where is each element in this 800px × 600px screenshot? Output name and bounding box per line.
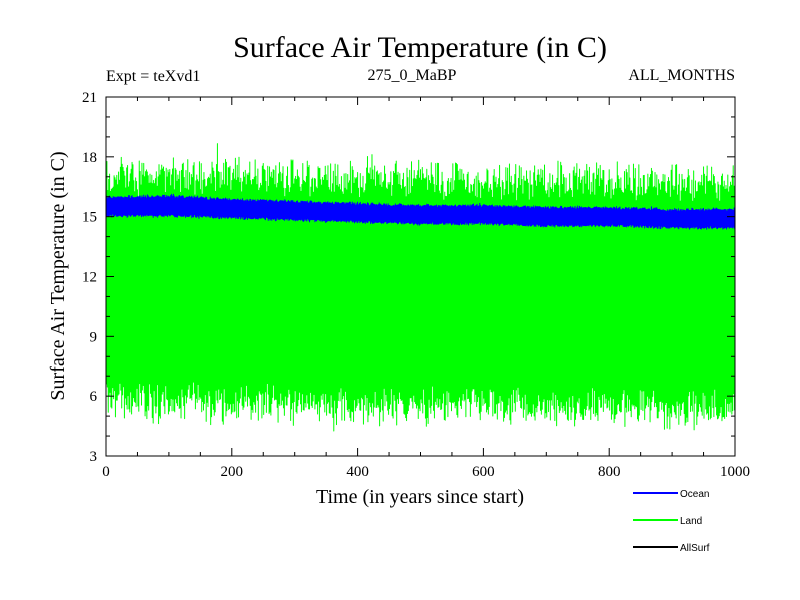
- x-tick-label: 400: [346, 464, 369, 480]
- subtitle-months: ALL_MONTHS: [628, 67, 735, 84]
- axis-layer: 0 200 400 600 800 1000 3 6 9 12 15 18 21: [82, 90, 750, 480]
- x-tick-label: 200: [221, 464, 244, 480]
- x-tick-label: 600: [472, 464, 495, 480]
- series-layer: [105, 143, 736, 432]
- x-tick-label: 1000: [720, 464, 750, 480]
- series-line-land: [105, 143, 736, 432]
- series-line-ocean: [105, 193, 736, 230]
- y-tick-label: 3: [90, 449, 98, 465]
- chart-title: Surface Air Temperature (in C): [233, 31, 607, 64]
- legend-label-land: Land: [680, 516, 702, 527]
- x-axis-label: Time (in years since start): [316, 486, 524, 508]
- y-tick-label: 15: [82, 210, 97, 226]
- x-tick-label: 0: [102, 464, 110, 480]
- legend: Ocean Land AllSurf: [633, 489, 710, 554]
- x-tick-label: 800: [598, 464, 621, 480]
- subtitle-experiment: Expt = teXvd1: [106, 68, 200, 85]
- y-tick-label: 18: [82, 150, 97, 166]
- subtitle-period: 275_0_MaBP: [368, 67, 457, 84]
- legend-label-allsurf: AllSurf: [680, 543, 710, 554]
- legend-label-ocean: Ocean: [680, 489, 709, 500]
- y-tick-label: 21: [82, 90, 97, 106]
- y-tick-label: 6: [90, 389, 98, 405]
- y-axis-label: Surface Air Temperature (in C): [47, 151, 69, 400]
- y-tick-label: 9: [90, 329, 98, 345]
- y-tick-label: 12: [82, 270, 97, 286]
